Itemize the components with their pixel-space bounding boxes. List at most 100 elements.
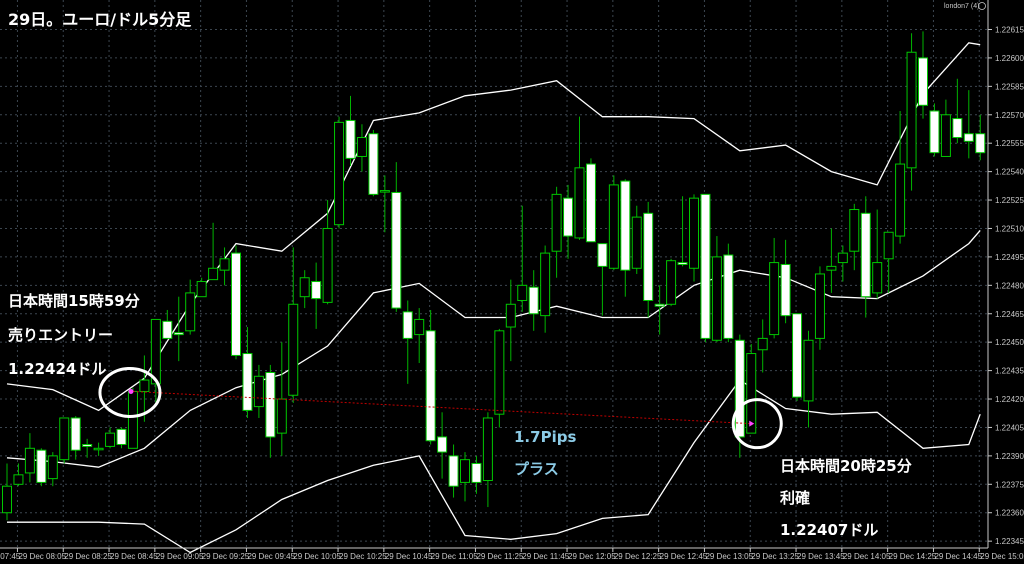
x-tick-label: 29 Dec 10:45 (385, 552, 433, 561)
x-tick-label: 29 Dec 15:05 (980, 552, 1024, 561)
candle (689, 194, 699, 282)
bear-candle-body (116, 428, 127, 446)
x-tick-label: 29 Dec 13:45 (797, 552, 845, 561)
chart-title: 29日。ユーロ/ドル5分足 (8, 10, 192, 29)
y-tick-label: 1.22345 (995, 537, 1024, 546)
candle (460, 452, 470, 502)
bull-candle-body (689, 197, 699, 269)
bear-candle-body (963, 133, 974, 142)
candle (883, 231, 894, 293)
bull-candle-body (414, 318, 425, 336)
x-tick-label: 29 Dec 13:05 (705, 552, 753, 561)
candle (334, 116, 345, 229)
bull-candle-body (196, 281, 207, 298)
bull-candle-body (47, 455, 58, 480)
candle (13, 463, 24, 487)
candle (208, 222, 219, 281)
candle (837, 245, 848, 282)
candle (322, 200, 333, 305)
candle (918, 31, 928, 119)
bull-candle-body (837, 252, 848, 264)
candle (24, 433, 35, 483)
candle (666, 258, 677, 307)
candle (70, 416, 81, 460)
candle (803, 330, 814, 428)
bull-candle-body (334, 121, 345, 226)
candle (59, 417, 70, 464)
bear-candle-body (620, 180, 631, 271)
y-tick-label: 1.22480 (995, 281, 1024, 290)
x-tick-label: 29 Dec 14:45 (934, 552, 982, 561)
candle (356, 124, 367, 172)
y-tick-label: 1.22405 (995, 423, 1024, 432)
candle (425, 309, 436, 445)
bear-candle-body (528, 286, 539, 315)
bull-candle-body (883, 231, 894, 260)
candle (711, 236, 722, 343)
bear-candle-body (792, 313, 803, 398)
bull-candle-body (322, 227, 333, 303)
y-tick-label: 1.22615 (995, 26, 1024, 35)
bull-candle-body (608, 184, 619, 269)
y-tick-label: 1.22555 (995, 139, 1024, 148)
bull-candle-body (208, 267, 219, 281)
candle (494, 328, 505, 428)
candle (82, 438, 93, 458)
candle (975, 114, 986, 161)
grid (0, 0, 988, 548)
bear-candle-body (654, 303, 665, 307)
x-tick-label: 29 Dec 09:25 (202, 552, 250, 561)
candle (849, 203, 860, 271)
bull-candle-body (826, 265, 837, 271)
candle (265, 364, 276, 458)
candle (379, 175, 390, 233)
bull-candle-body (356, 137, 367, 157)
bear-candle-body (402, 311, 413, 339)
bull-candle-body (494, 330, 505, 415)
bear-candle-body (36, 449, 47, 483)
y-tick-label: 1.22435 (995, 367, 1024, 376)
exit-price-annotation: 1.22407ドル (780, 521, 879, 539)
bull-candle-body (460, 459, 470, 483)
exit-action-annotation: 利確 (780, 489, 811, 507)
result-pips-annotation: 1.7Pips (514, 428, 577, 446)
candle (437, 412, 448, 479)
y-tick-label: 1.22375 (995, 480, 1024, 489)
y-tick-label: 1.22540 (995, 168, 1024, 177)
candle (471, 455, 482, 494)
x-tick-label: 29 Dec 14:25 (889, 552, 937, 561)
bull-candle-body (746, 353, 757, 434)
trade-markers (98, 366, 783, 450)
x-tick-label: 29 Dec 14:05 (843, 552, 891, 561)
candle (734, 334, 745, 458)
x-tick-label: 29 Dec 12:25 (614, 552, 662, 561)
bull-candle-body (253, 375, 264, 408)
candle (150, 318, 161, 405)
bear-candle-body (929, 110, 940, 154)
trade-line (132, 390, 752, 425)
candle (139, 355, 150, 422)
candle (677, 196, 688, 267)
candle (93, 442, 104, 456)
bull-candle-body (906, 51, 917, 169)
candle (242, 327, 253, 418)
bear-candle-body (975, 133, 986, 154)
candle (826, 228, 837, 293)
bear-candle-body (700, 193, 711, 339)
bull-candle-body (150, 318, 161, 385)
smiley-face (978, 2, 986, 10)
bear-candle-body (311, 281, 322, 300)
bull-candle-body (574, 167, 585, 239)
bollinger-upper-band (6, 42, 981, 412)
bear-candle-body (585, 163, 596, 243)
exit-marker (749, 420, 755, 427)
bull-candle-body (482, 417, 493, 482)
bear-candle-body (597, 243, 608, 267)
bull-candle-body (803, 339, 814, 402)
candle (299, 270, 310, 309)
candle (952, 78, 963, 144)
bull-candle-body (93, 447, 104, 451)
bear-candle-body (780, 263, 791, 317)
candles (2, 31, 986, 521)
